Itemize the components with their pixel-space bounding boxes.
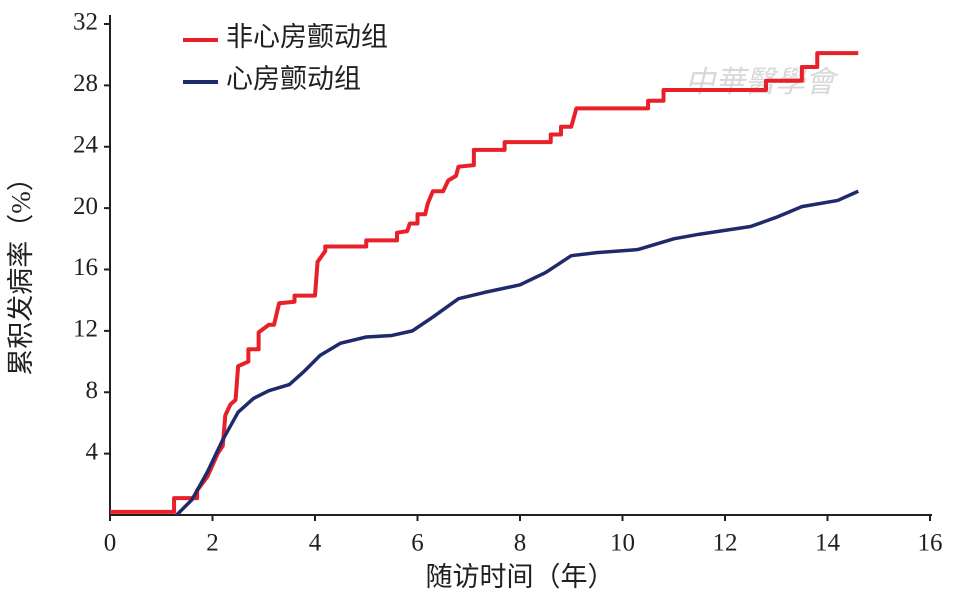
x-tick-label: 8 bbox=[514, 530, 527, 557]
x-tick-label: 4 bbox=[309, 530, 322, 557]
y-tick-label: 16 bbox=[73, 254, 98, 281]
watermark: 中華醫學會 bbox=[685, 66, 839, 99]
x-tick-label: 0 bbox=[104, 530, 117, 557]
y-tick-label: 8 bbox=[86, 377, 99, 404]
x-tick-label: 12 bbox=[713, 530, 738, 557]
y-tick-label: 32 bbox=[73, 9, 98, 36]
line-series bbox=[175, 189, 859, 517]
y-tick-label: 28 bbox=[73, 70, 98, 97]
y-tick-label: 12 bbox=[73, 316, 98, 343]
x-tick-label: 16 bbox=[918, 530, 943, 557]
legend-label: 非心房颤动组 bbox=[226, 22, 388, 52]
y-tick-label: 24 bbox=[73, 131, 99, 158]
y-axis-title: 累积发病率（%） bbox=[6, 164, 36, 376]
line-series bbox=[110, 51, 859, 514]
x-axis-title: 随访时间（年） bbox=[426, 562, 615, 592]
x-tick-label: 10 bbox=[610, 530, 635, 557]
x-tick-label: 2 bbox=[206, 530, 219, 557]
legend-label: 心房颤动组 bbox=[226, 64, 361, 94]
x-tick-label: 14 bbox=[815, 530, 841, 557]
x-tick-label: 6 bbox=[411, 530, 424, 557]
y-tick-label: 20 bbox=[73, 193, 98, 220]
y-tick-label: 4 bbox=[86, 438, 99, 465]
